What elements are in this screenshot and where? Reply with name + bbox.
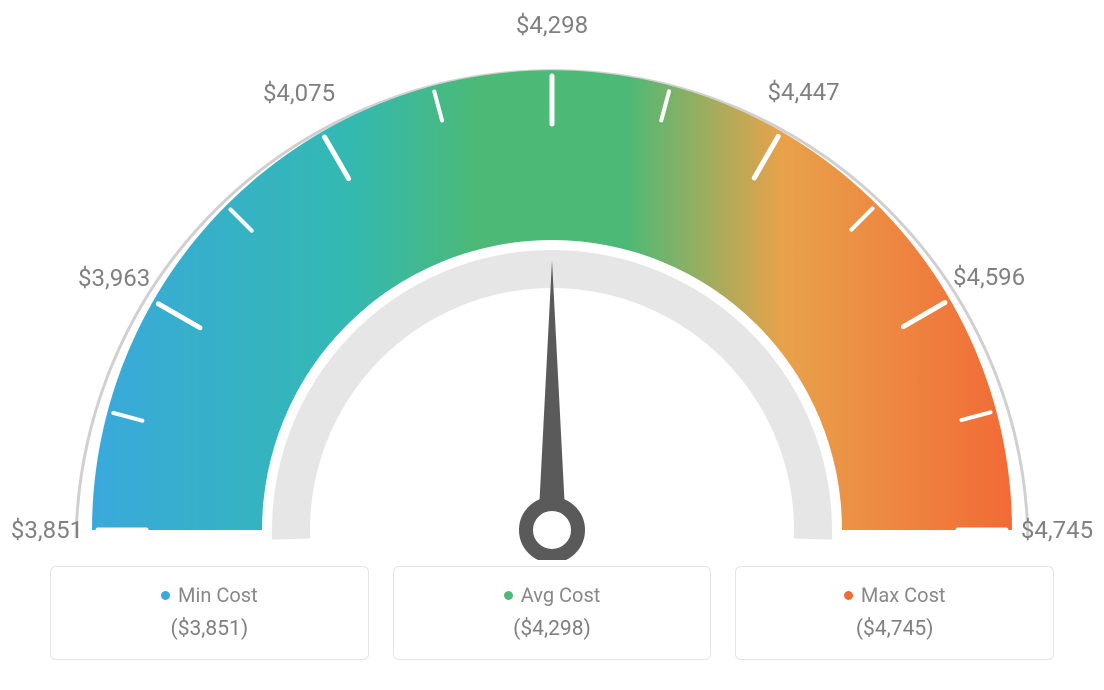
legend-dot-max bbox=[844, 591, 853, 600]
legend-value-max: ($4,745) bbox=[754, 617, 1035, 641]
gauge-tick-label: $4,447 bbox=[767, 78, 839, 106]
legend-title-max: Max Cost bbox=[844, 583, 946, 607]
gauge-area: $3,851 $3,963 $4,075 $4,298 $4,447 $4,596 $4,7… bbox=[0, 0, 1104, 560]
legend-row: Min Cost ($3,851) Avg Cost ($4,298) Max … bbox=[50, 566, 1054, 660]
gauge-tick-label: $4,745 bbox=[1021, 516, 1093, 544]
gauge-svg bbox=[0, 0, 1104, 560]
gauge-tick-label: $4,596 bbox=[953, 263, 1025, 291]
legend-value-avg: ($4,298) bbox=[412, 617, 693, 641]
gauge-tick-label: $4,298 bbox=[516, 11, 588, 39]
legend-card-max: Max Cost ($4,745) bbox=[735, 566, 1054, 660]
legend-label-max: Max Cost bbox=[861, 583, 946, 607]
legend-dot-min bbox=[161, 591, 170, 600]
legend-card-avg: Avg Cost ($4,298) bbox=[393, 566, 712, 660]
legend-label-avg: Avg Cost bbox=[521, 583, 601, 607]
legend-title-min: Min Cost bbox=[161, 583, 258, 607]
gauge-tick-label: $3,963 bbox=[78, 264, 150, 292]
legend-label-min: Min Cost bbox=[178, 583, 258, 607]
legend-title-avg: Avg Cost bbox=[504, 583, 601, 607]
gauge-chart-container: $3,851 $3,963 $4,075 $4,298 $4,447 $4,596 $4,7… bbox=[0, 0, 1104, 690]
legend-card-min: Min Cost ($3,851) bbox=[50, 566, 369, 660]
legend-dot-avg bbox=[504, 591, 513, 600]
legend-value-min: ($3,851) bbox=[69, 617, 350, 641]
gauge-tick-label: $3,851 bbox=[11, 516, 83, 544]
gauge-tick-label: $4,075 bbox=[263, 79, 335, 107]
